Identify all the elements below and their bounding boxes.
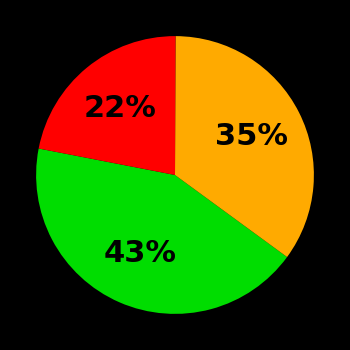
Wedge shape [175,36,314,257]
Wedge shape [38,36,175,175]
Text: 35%: 35% [215,122,288,150]
Text: 22%: 22% [84,94,157,123]
Text: 43%: 43% [104,239,177,268]
Wedge shape [36,148,287,314]
